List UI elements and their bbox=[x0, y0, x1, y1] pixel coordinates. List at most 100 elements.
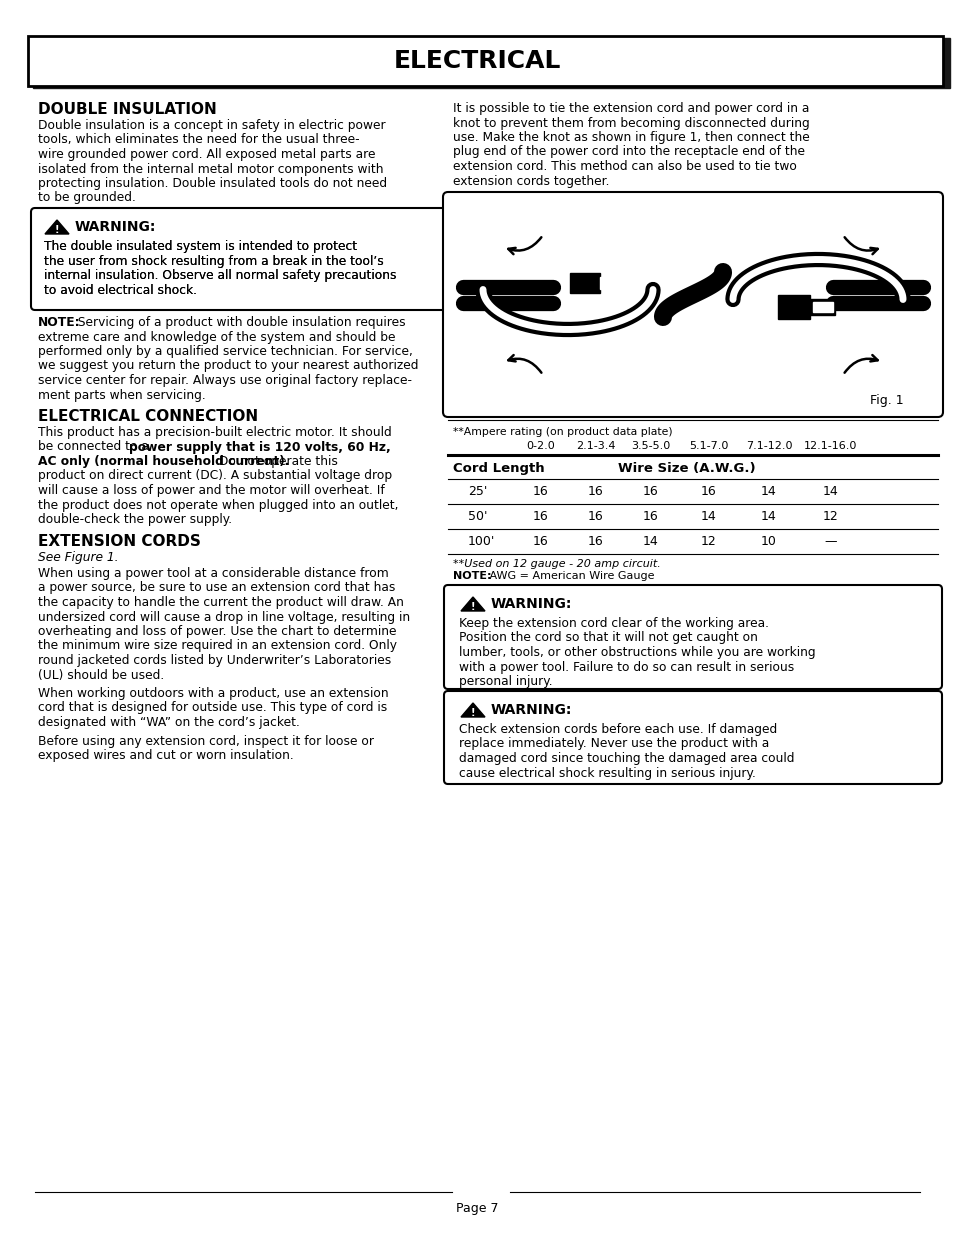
Text: Fig. 1: Fig. 1 bbox=[869, 394, 902, 408]
Text: 12: 12 bbox=[700, 535, 716, 548]
Polygon shape bbox=[460, 597, 484, 611]
Text: NOTE:: NOTE: bbox=[453, 571, 491, 580]
Text: internal insulation. Observe all normal safety precautions: internal insulation. Observe all normal … bbox=[44, 269, 396, 282]
Text: Wire Size (A.W.G.): Wire Size (A.W.G.) bbox=[618, 462, 755, 475]
Text: Keep the extension cord clear of the working area.: Keep the extension cord clear of the wor… bbox=[458, 618, 768, 630]
Text: 2.1-3.4: 2.1-3.4 bbox=[576, 441, 615, 451]
Text: 3.5-5.0: 3.5-5.0 bbox=[631, 441, 670, 451]
Text: —: — bbox=[824, 535, 837, 548]
Text: 100': 100' bbox=[468, 535, 495, 548]
Text: WARNING:: WARNING: bbox=[75, 220, 156, 233]
Text: the capacity to handle the current the product will draw. An: the capacity to handle the current the p… bbox=[38, 597, 403, 609]
Text: plug end of the power cord into the receptacle end of the: plug end of the power cord into the rece… bbox=[453, 146, 804, 158]
Text: ELECTRICAL CONNECTION: ELECTRICAL CONNECTION bbox=[38, 409, 258, 424]
Text: WARNING:: WARNING: bbox=[491, 597, 572, 611]
Text: WARNING:: WARNING: bbox=[491, 703, 572, 718]
Text: 25': 25' bbox=[468, 485, 487, 498]
Bar bbox=[33, 38, 949, 88]
Text: Check extension cords before each use. If damaged: Check extension cords before each use. I… bbox=[458, 722, 777, 736]
Text: tools, which eliminates the need for the usual three-: tools, which eliminates the need for the… bbox=[38, 133, 359, 147]
Text: use. Make the knot as shown in figure 1, then connect the: use. Make the knot as shown in figure 1,… bbox=[453, 131, 809, 144]
Text: EXTENSION CORDS: EXTENSION CORDS bbox=[38, 534, 201, 548]
Text: 12: 12 bbox=[822, 510, 838, 522]
Text: AC only (normal household current).: AC only (normal household current). bbox=[38, 454, 289, 468]
Text: Servicing of a product with double insulation requires: Servicing of a product with double insul… bbox=[74, 316, 405, 329]
Text: NOTE:: NOTE: bbox=[38, 316, 81, 329]
Text: ment parts when servicing.: ment parts when servicing. bbox=[38, 389, 206, 401]
Text: 16: 16 bbox=[700, 485, 716, 498]
Text: When working outdoors with a product, use an extension: When working outdoors with a product, us… bbox=[38, 687, 388, 700]
Text: It is possible to tie the extension cord and power cord in a: It is possible to tie the extension cord… bbox=[453, 103, 808, 115]
Bar bbox=[812, 301, 832, 311]
Text: 16: 16 bbox=[533, 535, 548, 548]
Text: 14: 14 bbox=[760, 510, 776, 522]
Text: the minimum wire size required in an extension cord. Only: the minimum wire size required in an ext… bbox=[38, 640, 396, 652]
Text: power supply that is 120 volts, 60 Hz,: power supply that is 120 volts, 60 Hz, bbox=[129, 441, 390, 453]
Text: the product does not operate when plugged into an outlet,: the product does not operate when plugge… bbox=[38, 499, 398, 511]
Text: DOUBLE INSULATION: DOUBLE INSULATION bbox=[38, 103, 216, 117]
Text: exposed wires and cut or worn insulation.: exposed wires and cut or worn insulation… bbox=[38, 748, 294, 762]
Text: a power source, be sure to use an extension cord that has: a power source, be sure to use an extens… bbox=[38, 582, 395, 594]
Text: 16: 16 bbox=[533, 510, 548, 522]
Text: Before using any extension cord, inspect it for loose or: Before using any extension cord, inspect… bbox=[38, 735, 374, 747]
Text: The double insulated system is intended to protect: The double insulated system is intended … bbox=[44, 240, 356, 253]
FancyBboxPatch shape bbox=[30, 207, 447, 310]
Text: 16: 16 bbox=[587, 510, 603, 522]
Bar bbox=[778, 294, 809, 319]
Bar bbox=[809, 299, 834, 315]
Text: service center for repair. Always use original factory replace-: service center for repair. Always use or… bbox=[38, 374, 412, 387]
Text: 12.1-16.0: 12.1-16.0 bbox=[803, 441, 857, 451]
Text: 16: 16 bbox=[533, 485, 548, 498]
Text: ELECTRICAL: ELECTRICAL bbox=[393, 49, 560, 73]
Text: Cord Length: Cord Length bbox=[453, 462, 544, 475]
Text: designated with “WA” on the cord’s jacket.: designated with “WA” on the cord’s jacke… bbox=[38, 716, 299, 729]
FancyBboxPatch shape bbox=[443, 585, 941, 689]
Text: round jacketed cords listed by Underwriter’s Laboratories: round jacketed cords listed by Underwrit… bbox=[38, 655, 391, 667]
Text: !: ! bbox=[470, 601, 475, 613]
Text: extension cords together.: extension cords together. bbox=[453, 174, 609, 188]
Text: The double insulated system is intended to protect: The double insulated system is intended … bbox=[44, 240, 356, 253]
Text: 16: 16 bbox=[642, 510, 659, 522]
Text: 50': 50' bbox=[468, 510, 487, 522]
Bar bbox=[28, 36, 942, 86]
Text: with a power tool. Failure to do so can result in serious: with a power tool. Failure to do so can … bbox=[458, 661, 794, 673]
Text: !: ! bbox=[54, 225, 59, 235]
Text: Page 7: Page 7 bbox=[456, 1202, 497, 1215]
Bar bbox=[599, 277, 618, 289]
Text: 14: 14 bbox=[642, 535, 659, 548]
Text: Do not operate this: Do not operate this bbox=[214, 454, 337, 468]
Text: knot to prevent them from becoming disconnected during: knot to prevent them from becoming disco… bbox=[453, 116, 809, 130]
Text: 14: 14 bbox=[822, 485, 838, 498]
Text: 5.1-7.0: 5.1-7.0 bbox=[689, 441, 728, 451]
Text: cord that is designed for outside use. This type of cord is: cord that is designed for outside use. T… bbox=[38, 701, 387, 715]
Text: overheating and loss of power. Use the chart to determine: overheating and loss of power. Use the c… bbox=[38, 625, 396, 638]
Text: replace immediately. Never use the product with a: replace immediately. Never use the produ… bbox=[458, 737, 768, 751]
Bar bbox=[569, 273, 599, 293]
Text: When using a power tool at a considerable distance from: When using a power tool at a considerabl… bbox=[38, 567, 388, 580]
Text: damaged cord since touching the damaged area could: damaged cord since touching the damaged … bbox=[458, 752, 794, 764]
Text: performed only by a qualified service technician. For service,: performed only by a qualified service te… bbox=[38, 345, 413, 358]
Text: Position the cord so that it will not get caught on: Position the cord so that it will not ge… bbox=[458, 631, 757, 645]
Text: wire grounded power cord. All exposed metal parts are: wire grounded power cord. All exposed me… bbox=[38, 148, 375, 161]
Text: (UL) should be used.: (UL) should be used. bbox=[38, 668, 164, 682]
Text: the user from shock resulting from a break in the tool’s: the user from shock resulting from a bre… bbox=[44, 254, 383, 268]
Text: See Figure 1.: See Figure 1. bbox=[38, 551, 118, 563]
Text: double-check the power supply.: double-check the power supply. bbox=[38, 513, 232, 526]
Polygon shape bbox=[45, 220, 69, 233]
Text: internal insulation. Observe all normal safety precautions: internal insulation. Observe all normal … bbox=[44, 269, 396, 282]
Text: 16: 16 bbox=[587, 485, 603, 498]
Text: This product has a precision-built electric motor. It should: This product has a precision-built elect… bbox=[38, 426, 392, 438]
Text: to avoid electrical shock.: to avoid electrical shock. bbox=[44, 284, 196, 296]
Text: !: ! bbox=[470, 708, 475, 718]
Text: 14: 14 bbox=[760, 485, 776, 498]
Text: lumber, tools, or other obstructions while you are working: lumber, tools, or other obstructions whi… bbox=[458, 646, 815, 659]
Text: 0-2.0: 0-2.0 bbox=[526, 441, 555, 451]
Text: 14: 14 bbox=[700, 510, 716, 522]
FancyBboxPatch shape bbox=[443, 692, 941, 784]
Text: product on direct current (DC). A substantial voltage drop: product on direct current (DC). A substa… bbox=[38, 469, 392, 483]
Text: to be grounded.: to be grounded. bbox=[38, 191, 135, 205]
Text: will cause a loss of power and the motor will overheat. If: will cause a loss of power and the motor… bbox=[38, 484, 384, 496]
Text: protecting insulation. Double insulated tools do not need: protecting insulation. Double insulated … bbox=[38, 177, 387, 190]
Text: extension cord. This method can also be used to tie two: extension cord. This method can also be … bbox=[453, 161, 796, 173]
Polygon shape bbox=[460, 703, 484, 718]
